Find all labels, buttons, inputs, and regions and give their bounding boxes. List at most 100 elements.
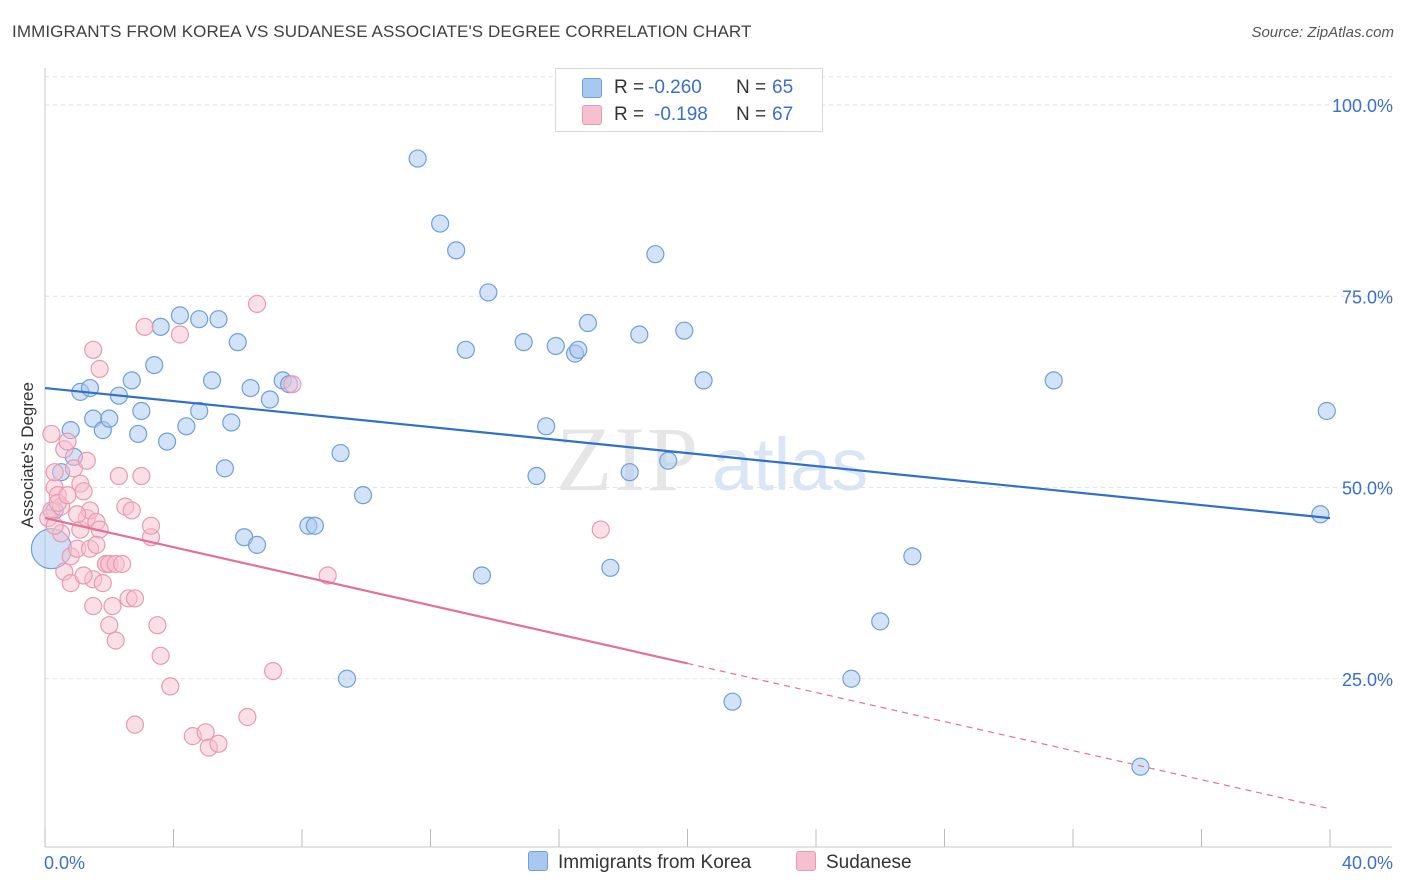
point-sudanese	[84, 596, 103, 616]
point-korea	[527, 466, 546, 486]
tick-labels: 25.0% 50.0% 75.0% 100.0% 0.0% 40.0%	[44, 96, 1393, 873]
point-korea	[675, 321, 694, 340]
point-sudanese	[103, 596, 122, 616]
point-sudanese	[87, 535, 106, 554]
point-sudanese	[238, 707, 257, 727]
point-korea	[447, 241, 466, 260]
trend-line-sudanese	[44, 517, 688, 665]
point-korea	[190, 310, 209, 329]
point-sudanese	[247, 294, 267, 313]
point-sudanese	[135, 317, 154, 336]
y-tick-label: 25.0%	[1342, 670, 1393, 690]
point-korea	[1317, 401, 1336, 421]
point-korea	[903, 547, 922, 566]
point-sudanese	[170, 325, 190, 344]
point-sudanese	[161, 677, 180, 696]
point-korea	[630, 325, 649, 344]
point-sudanese	[93, 574, 112, 593]
point-sudanese	[58, 486, 77, 505]
point-korea	[546, 336, 565, 356]
point-korea	[1311, 505, 1330, 524]
point-korea	[177, 417, 196, 436]
point-korea	[646, 245, 665, 264]
point-sudanese	[263, 661, 283, 681]
legend-series-name-sudanese: Sudanese	[826, 852, 912, 873]
legend-n-value-sudanese: 67	[772, 104, 794, 125]
point-korea	[537, 417, 556, 436]
point-korea	[694, 371, 713, 390]
point-korea	[222, 413, 241, 432]
legend-r-label: R =	[614, 77, 645, 98]
point-sudanese	[283, 375, 302, 394]
point-korea	[514, 333, 533, 352]
point-korea	[100, 409, 119, 428]
point-korea	[408, 149, 427, 168]
point-korea	[601, 558, 620, 577]
point-sudanese	[68, 505, 87, 524]
legend-swatch-korea	[582, 78, 602, 98]
point-korea	[170, 306, 190, 325]
legend-r-value-sudanese: -0.198	[654, 104, 708, 125]
x-tick-label: 0.0%	[44, 853, 85, 873]
point-korea	[151, 317, 170, 336]
point-korea	[305, 516, 324, 535]
x-tick-label: 40.0%	[1342, 853, 1393, 873]
point-sudanese	[58, 432, 77, 451]
legend-series-name-korea: Immigrants from Korea	[558, 852, 752, 873]
point-korea	[202, 371, 222, 390]
bottom-legend-sudanese: Sudanese	[796, 851, 912, 874]
y-tick-label: 50.0%	[1342, 479, 1393, 499]
point-korea	[122, 371, 141, 390]
point-sudanese	[90, 359, 109, 379]
axes	[44, 68, 1392, 848]
point-korea	[353, 486, 373, 505]
chart-source: Source: ZipAtlas.com	[1251, 24, 1394, 41]
point-sudanese	[84, 340, 103, 359]
point-korea	[190, 401, 209, 421]
point-korea	[215, 459, 234, 478]
point-sudanese	[106, 631, 125, 650]
point-sudanese	[318, 566, 337, 585]
y-axis-label: Associate's Degree	[18, 382, 37, 528]
point-sudanese	[591, 520, 610, 539]
point-korea	[620, 463, 639, 482]
point-korea	[456, 340, 475, 359]
watermark-zip: ZIP	[556, 408, 700, 510]
point-korea	[228, 333, 247, 352]
point-korea	[337, 669, 357, 688]
y-tick-label: 100.0%	[1332, 96, 1393, 116]
point-korea	[842, 669, 861, 688]
point-korea	[129, 424, 148, 444]
point-korea	[331, 443, 350, 463]
point-korea	[871, 612, 890, 631]
point-sudanese	[125, 589, 145, 608]
point-sudanese	[42, 424, 61, 444]
point-sudanese	[109, 466, 128, 486]
chart-title: IMMIGRANTS FROM KOREA VS SUDANESE ASSOCI…	[12, 22, 752, 41]
point-sudanese	[141, 516, 161, 535]
watermark: ZIP atlas	[556, 408, 868, 510]
legend-n-label: N =	[736, 77, 767, 98]
trend-line-korea	[44, 386, 1331, 520]
point-korea	[132, 401, 151, 421]
point-korea	[659, 451, 678, 470]
point-korea	[569, 340, 588, 359]
point-sudanese	[112, 554, 132, 574]
point-sudanese	[77, 451, 96, 470]
point-sudanese	[74, 482, 93, 501]
point-korea	[472, 566, 491, 585]
y-tick-label: 75.0%	[1342, 287, 1393, 307]
point-korea	[209, 310, 228, 329]
point-korea	[431, 214, 450, 233]
point-sudanese	[125, 715, 145, 734]
legend-r-label: R =	[614, 104, 645, 125]
point-korea	[241, 378, 260, 398]
point-sudanese	[148, 616, 167, 635]
grid-lines	[45, 76, 1392, 680]
legend-swatch-sudanese	[582, 105, 602, 125]
point-sudanese	[122, 501, 141, 520]
bottom-legend-korea: Immigrants from Korea	[528, 851, 751, 874]
point-korea	[157, 432, 177, 451]
point-sudanese	[100, 616, 119, 635]
